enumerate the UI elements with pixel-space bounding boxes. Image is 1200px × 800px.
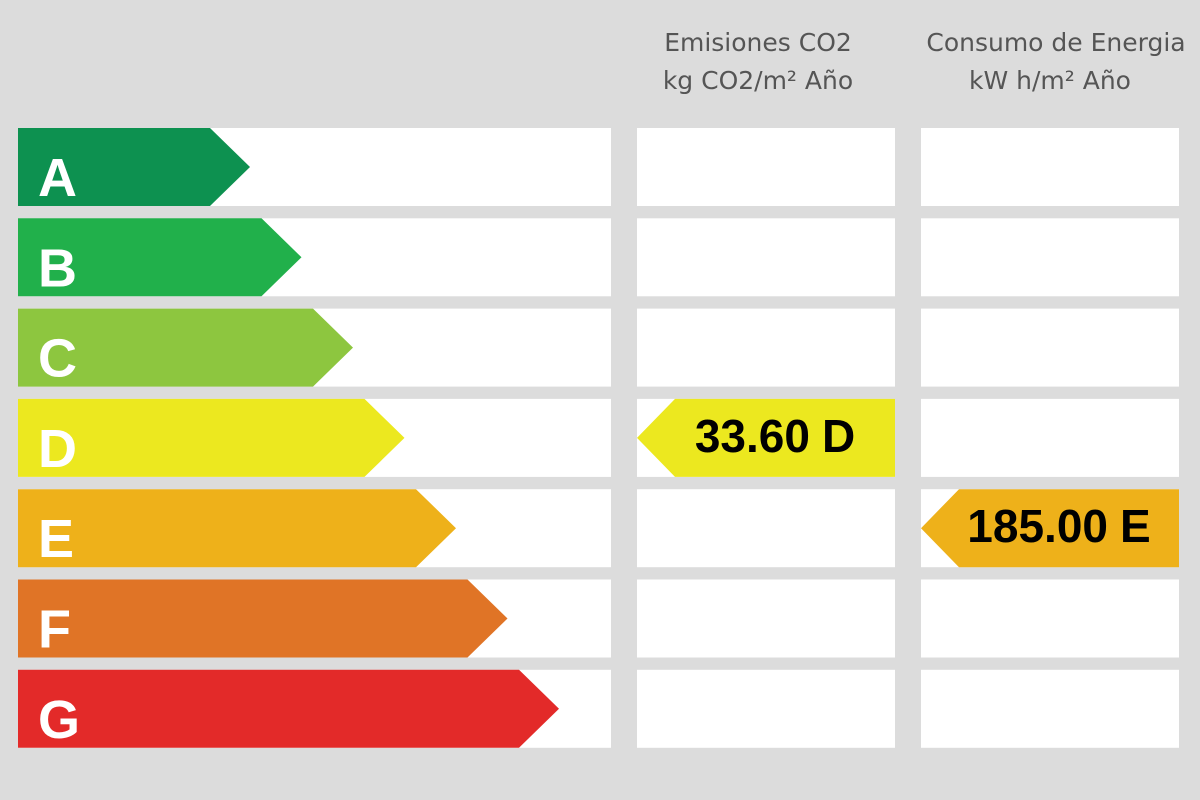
rating-letter: A: [38, 148, 77, 208]
indicator-value: 33.60: [695, 410, 810, 462]
value-box: [921, 579, 1179, 658]
indicator-arrow: [637, 398, 895, 477]
rating-arrow: [18, 398, 405, 477]
indicator-arrow: [921, 489, 1179, 568]
rating-arrow: [18, 489, 456, 568]
indicator-text: 185.00 E: [967, 500, 1150, 552]
rating-arrow: [18, 579, 508, 658]
rating-letter: G: [38, 690, 80, 750]
value-box: [921, 128, 1179, 206]
column-unit: kW h/m² Año: [969, 66, 1131, 95]
value-box: [637, 669, 895, 748]
rating-arrow: [18, 218, 302, 297]
column-title: Consumo de Energia: [926, 28, 1185, 57]
rating-letter: B: [38, 238, 77, 298]
indicator-rating: E: [1120, 500, 1151, 552]
rating-letter: E: [38, 509, 74, 569]
indicator-text: 33.60 D: [695, 410, 855, 462]
value-box: [921, 218, 1179, 297]
value-box: [921, 669, 1179, 748]
rating-arrow: [18, 308, 353, 387]
indicator-value: 185.00: [967, 500, 1108, 552]
value-box: [637, 218, 895, 297]
rating-letter: F: [38, 600, 71, 660]
column-title: Emisiones CO2: [664, 28, 852, 57]
rating-letter: C: [38, 329, 77, 389]
value-box: [921, 398, 1179, 477]
rating-letter: D: [38, 419, 77, 479]
rating-arrow: [18, 669, 559, 748]
indicator-rating: D: [822, 410, 855, 462]
value-box: [637, 489, 895, 568]
value-box: [637, 128, 895, 206]
column-unit: kg CO2/m² Año: [663, 66, 853, 95]
value-box: [637, 579, 895, 658]
value-box: [637, 308, 895, 387]
rating-arrow: [18, 128, 250, 206]
value-box: [921, 308, 1179, 387]
